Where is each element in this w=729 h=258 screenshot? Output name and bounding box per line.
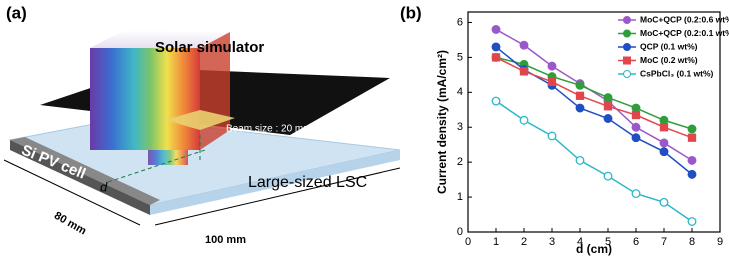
legend-label: CsPbCl₃ (0.1 wt%): [640, 68, 714, 78]
marker: [491, 42, 501, 52]
marker: [547, 77, 557, 86]
legend-label: QCP (0.1 wt%): [640, 41, 698, 51]
marker: [519, 115, 529, 125]
marker: [631, 133, 641, 143]
marker: [547, 61, 557, 71]
width-label: 80 mm: [52, 210, 88, 238]
simulator-label: Solar simulator: [155, 39, 264, 56]
simulator-top: [90, 30, 230, 48]
marker: [659, 115, 669, 125]
series-line: [495, 56, 693, 130]
marker: [491, 25, 501, 34]
x-tick-label: 9: [717, 236, 723, 248]
marker: [491, 53, 501, 62]
series-line: [495, 46, 693, 175]
marker: [519, 67, 529, 76]
marker: [659, 123, 669, 132]
beam-label: Beam size : 20 mm×20mm: [226, 124, 345, 135]
x-tick-label: 5: [605, 236, 611, 248]
marker: [491, 96, 501, 106]
x-tick-label: 2: [521, 236, 527, 248]
marker: [687, 217, 697, 226]
series: [491, 96, 697, 226]
marker: [659, 147, 669, 157]
x-tick-label: 0: [465, 236, 471, 248]
y-axis-label: Current density (mA/cm²): [435, 50, 449, 194]
panel-a: (a) Solar simulator Beam size : 20 mm×20…: [3, 3, 401, 246]
marker: [687, 155, 697, 165]
beam-spot: [165, 110, 235, 130]
y-tick-label: 5: [457, 51, 463, 63]
marker: [575, 103, 585, 113]
marker: [575, 91, 585, 100]
legend-marker: [623, 70, 631, 78]
marker: [575, 80, 585, 90]
distance-label: d: [100, 179, 108, 194]
x-tick-label: 6: [633, 236, 639, 248]
marker: [575, 155, 585, 165]
y-tick-label: 2: [457, 156, 463, 168]
panel-label: (a): [6, 3, 27, 22]
x-axis-label: d (cm): [576, 242, 612, 256]
marker: [631, 189, 641, 199]
legend-marker: [623, 43, 631, 51]
y-tick-label: 0: [457, 226, 463, 238]
legend-marker: [623, 56, 631, 65]
plot-frame: [467, 11, 721, 233]
marker: [687, 133, 697, 142]
series-line: [495, 28, 693, 162]
marker: [547, 131, 557, 141]
marker: [659, 138, 669, 148]
y-tick-label: 3: [457, 121, 463, 133]
dim-line: [154, 167, 401, 226]
marker: [631, 122, 641, 132]
dim-line: [3, 159, 141, 226]
legend-label: MoC+QCP (0.2:0.1 wt%): [640, 28, 729, 38]
legend-marker: [623, 29, 631, 38]
marker: [603, 93, 613, 103]
length-label: 100 mm: [205, 234, 246, 246]
distance-line: [107, 149, 206, 183]
series-line: [495, 100, 693, 223]
pv-cell-top: [10, 137, 160, 205]
legend-marker: [623, 16, 631, 24]
lsc-label: Large-sized LSC: [248, 174, 367, 191]
marker: [603, 102, 613, 111]
x-tick-label: 4: [577, 236, 583, 248]
series-line: [495, 56, 693, 139]
y-tick-label: 1: [457, 191, 463, 203]
pv-cell: [10, 140, 150, 215]
marker: [631, 103, 641, 113]
legend-label: MoC+QCP (0.2:0.6 wt%): [640, 14, 729, 24]
marker: [603, 171, 613, 181]
x-tick-label: 3: [549, 236, 555, 248]
x-tick-label: 8: [689, 236, 695, 248]
y-tick-label: 6: [457, 16, 463, 28]
marker: [659, 197, 669, 207]
series: [491, 53, 697, 142]
marker: [687, 124, 697, 134]
marker: [687, 169, 697, 179]
panel-label: (b): [400, 3, 422, 22]
marker: [631, 110, 641, 120]
x-tick-label: 1: [493, 236, 499, 248]
marker: [519, 40, 529, 50]
marker: [603, 114, 613, 123]
legend-label: MoC (0.2 wt%): [640, 55, 698, 65]
simulator-front: [90, 48, 200, 150]
y-tick-label: 4: [457, 86, 463, 98]
lsc-front: [150, 150, 400, 215]
x-tick-label: 7: [661, 236, 667, 248]
